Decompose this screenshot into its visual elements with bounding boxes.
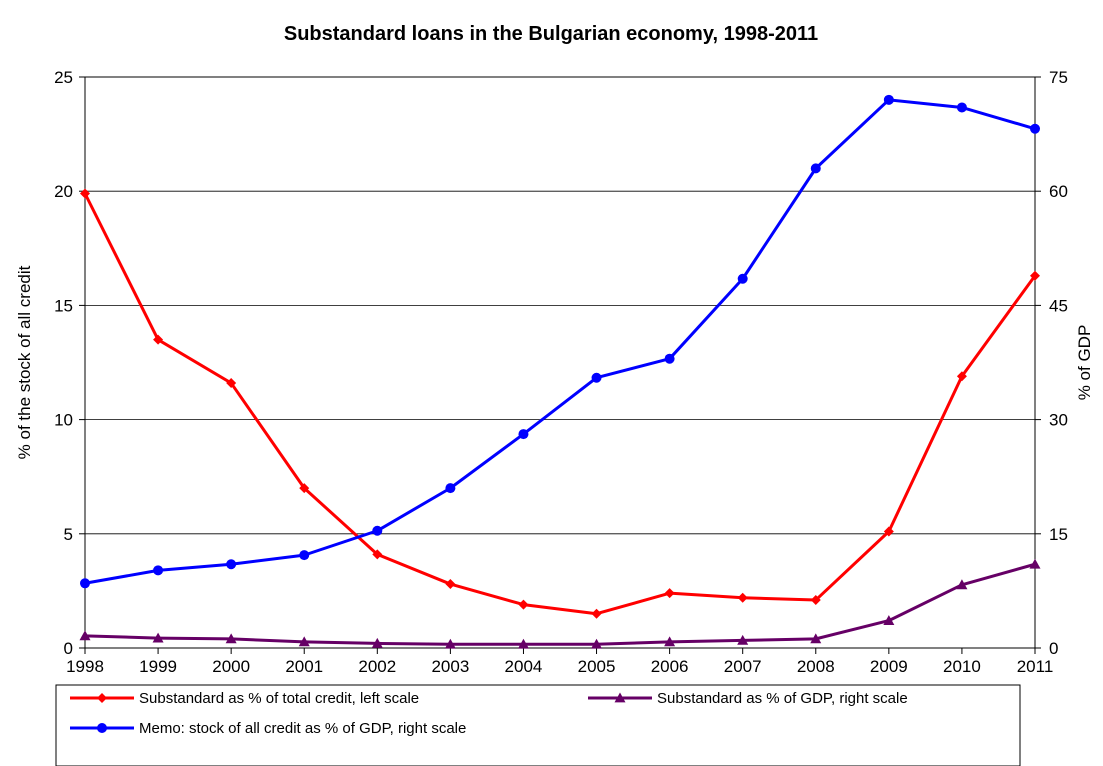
legend-entry: Substandard as % of total credit, left s… [70, 690, 419, 707]
legend-label: Memo: stock of all credit as % of GDP, r… [139, 720, 466, 737]
x-tick-label: 2001 [285, 657, 323, 676]
y-left-tick-label: 20 [54, 182, 73, 201]
data-point [371, 637, 383, 648]
series-line [84, 562, 1036, 646]
data-point [225, 633, 237, 644]
plot-area-frame [84, 76, 1036, 649]
series-line [84, 98, 1036, 585]
data-point [883, 526, 894, 537]
x-tick-label: 2008 [797, 657, 835, 676]
data-point [444, 638, 456, 649]
x-tick-label: 2011 [1017, 657, 1054, 676]
chart-title: Substandard loans in the Bulgarian econo… [284, 23, 818, 45]
data-point [810, 595, 821, 606]
data-point [1030, 123, 1040, 134]
x-tick-label: 2004 [505, 657, 543, 676]
data-point [737, 634, 749, 645]
data-point [152, 632, 164, 643]
x-tick-label: 2000 [212, 657, 250, 676]
series-diamond [80, 188, 1040, 619]
y-right-tick-label: 60 [1049, 182, 1068, 201]
y-left-tick-label: 5 [64, 525, 73, 544]
data-point [299, 483, 310, 494]
data-point [79, 630, 91, 641]
y-left-tick-label: 10 [54, 411, 73, 430]
series-group [79, 94, 1041, 649]
data-point [883, 94, 894, 105]
data-point [664, 588, 675, 599]
data-point [737, 592, 748, 603]
data-point [591, 608, 602, 619]
data-point [298, 636, 310, 647]
y-right-tick-label: 15 [1049, 525, 1068, 544]
data-point [517, 638, 529, 649]
x-tick-label: 2005 [578, 657, 616, 676]
data-point [299, 550, 310, 561]
legend-label: Substandard as % of GDP, right scale [657, 690, 908, 707]
data-point [1030, 270, 1040, 281]
y-right-tick-label: 30 [1049, 411, 1068, 430]
data-point [810, 163, 821, 174]
y-axis-label-right: % of GDP [1075, 325, 1094, 401]
x-tick-label: 2007 [724, 657, 762, 676]
data-point [445, 483, 456, 494]
data-point [153, 565, 164, 576]
data-point [956, 102, 967, 113]
data-point [372, 549, 383, 560]
data-point [153, 334, 164, 345]
series-triangle [79, 558, 1041, 649]
y-right-tick-label: 45 [1049, 296, 1068, 315]
data-point [97, 693, 107, 703]
x-tick-label: 2006 [651, 657, 689, 676]
x-tick-label: 1998 [66, 657, 104, 676]
legend-box [55, 684, 1021, 766]
data-point [226, 378, 237, 389]
data-point [80, 578, 90, 589]
x-tick-label: 2010 [943, 657, 981, 676]
data-point [226, 559, 237, 570]
data-point [80, 188, 90, 199]
data-point [956, 371, 967, 382]
x-tick-label: 2009 [870, 657, 908, 676]
data-point [97, 723, 107, 733]
legend-label: Substandard as % of total credit, left s… [139, 690, 419, 707]
data-point [372, 525, 383, 536]
data-point [810, 633, 822, 644]
data-point [518, 599, 529, 610]
x-tick-label: 2002 [358, 657, 396, 676]
data-point [737, 273, 748, 284]
x-tick-label: 1999 [139, 657, 177, 676]
x-tick-label: 2003 [431, 657, 469, 676]
y-axis-label-left: % of the stock of all credit [15, 265, 34, 459]
y-right-tick-label: 75 [1049, 68, 1068, 87]
data-point [1029, 558, 1041, 569]
legend-entry: Substandard as % of GDP, right scale [588, 690, 908, 707]
data-point [614, 692, 626, 703]
gridlines [85, 190, 1035, 535]
legend: Substandard as % of total credit, left s… [55, 684, 1021, 766]
series-circle [80, 94, 1040, 589]
y-right-tick-label: 0 [1049, 639, 1058, 658]
data-point [591, 372, 602, 383]
y-left-tick-label: 0 [64, 639, 73, 658]
data-point [664, 353, 675, 364]
data-point [518, 429, 529, 440]
data-point [956, 579, 968, 590]
data-point [445, 579, 456, 590]
legend-entry: Memo: stock of all credit as % of GDP, r… [70, 720, 466, 737]
y-left-tick-label: 25 [54, 68, 73, 87]
axis-ticks: 0 5 10 15 20 25 0 15 30 45 60 75 1998 1999 2000 2001 200… [54, 68, 1068, 676]
data-point [664, 636, 676, 647]
data-point [883, 615, 895, 625]
y-left-tick-label: 15 [54, 296, 73, 315]
data-point [591, 638, 603, 649]
series-line [83, 192, 1037, 616]
